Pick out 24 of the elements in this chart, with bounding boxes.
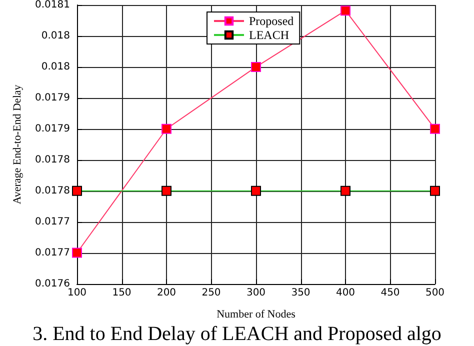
x-tick-label: 300: [246, 288, 266, 298]
x-tick-label: 250: [202, 288, 221, 298]
x-axis-title: Number of Nodes: [216, 308, 296, 320]
x-tick-label: 150: [112, 288, 132, 298]
x-tick-label: 450: [380, 288, 400, 298]
y-tick-label: 0.0176: [35, 278, 70, 290]
text: 3. End to End Delay of LEACH and Proposed algo: [32, 323, 442, 345]
x-tick-label: 100: [67, 288, 87, 298]
x-tick-label: 350: [291, 288, 310, 298]
y-tick-label: 0.0177: [35, 247, 70, 258]
legend-label: Proposed: [249, 14, 294, 28]
y-tick-label: 0.018: [41, 30, 70, 42]
legend-label: LEACH: [249, 28, 290, 42]
x-tick-label: 200: [156, 288, 176, 298]
y-tick-label: 0.018: [41, 61, 70, 72]
x-tick-label: 500: [425, 288, 445, 298]
y-tick-label: 0.0179: [35, 123, 70, 134]
y-tick-label: 0.0181: [35, 0, 70, 10]
y-tick-label: 0.0178: [35, 154, 70, 166]
y-tick-label: 0.0179: [35, 92, 70, 104]
y-tick-label: 0.0178: [35, 185, 70, 196]
y-axis-title: Average End-to-End Delay: [12, 84, 24, 204]
y-tick-label: 0.0177: [35, 216, 70, 228]
x-tick-label: 400: [336, 288, 356, 298]
